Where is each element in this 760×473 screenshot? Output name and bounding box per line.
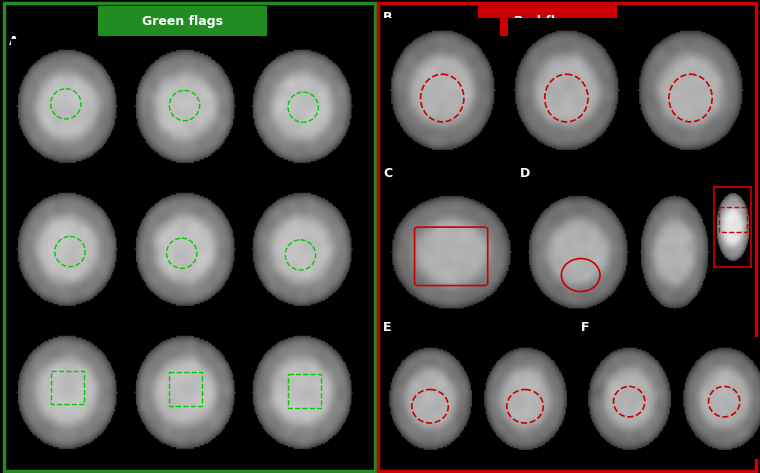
- Bar: [169, 372, 202, 406]
- Bar: [4, 3, 375, 471]
- Text: B: B: [383, 11, 393, 24]
- Text: A: A: [9, 35, 19, 48]
- Text: F: F: [581, 321, 589, 334]
- Text: E: E: [383, 321, 391, 334]
- Bar: [378, 3, 756, 471]
- Text: Red flags: Red flags: [515, 15, 580, 28]
- Bar: [51, 371, 84, 404]
- Bar: [288, 374, 321, 408]
- Text: Green flags: Green flags: [142, 15, 223, 28]
- FancyBboxPatch shape: [99, 7, 266, 35]
- FancyBboxPatch shape: [479, 7, 616, 35]
- Text: C: C: [383, 167, 392, 180]
- Bar: [720, 207, 747, 232]
- Text: D: D: [520, 167, 530, 180]
